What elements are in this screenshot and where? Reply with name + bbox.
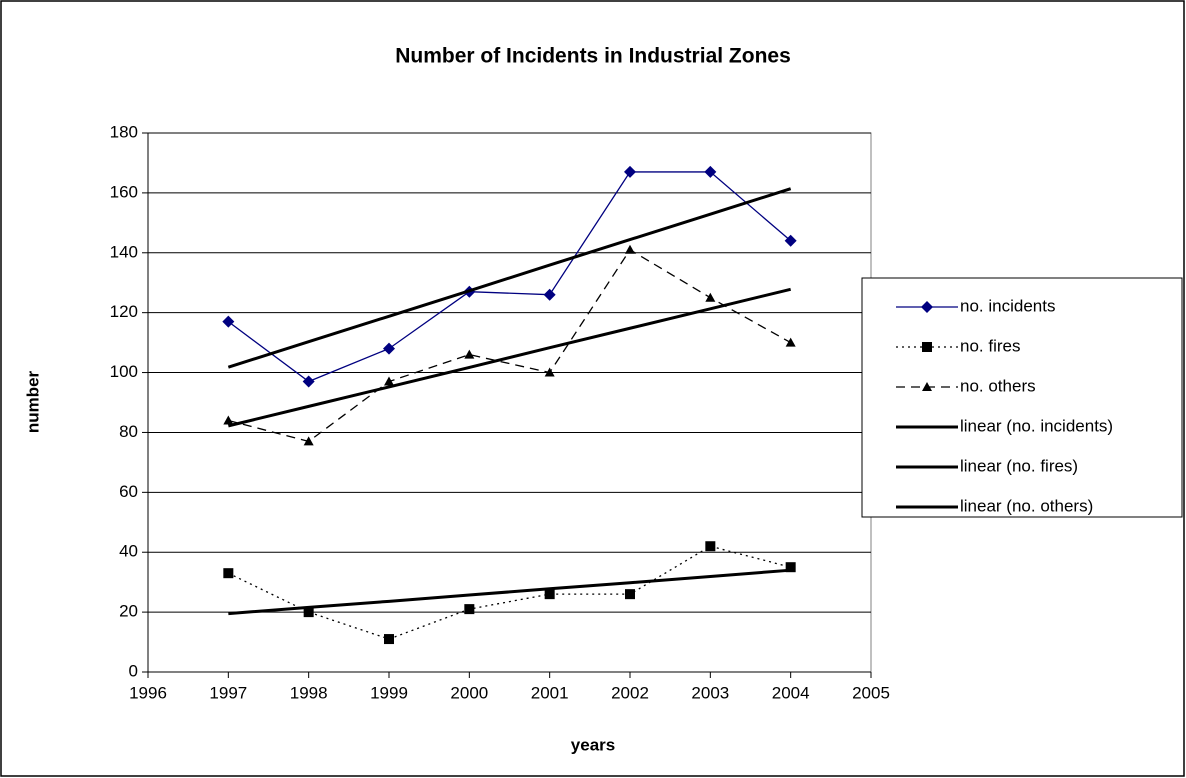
legend-box <box>861 277 1183 518</box>
data-point <box>383 342 395 355</box>
y-tick-label: 160 <box>110 182 138 201</box>
x-tick-label: 2003 <box>691 683 729 702</box>
series-line <box>228 568 791 616</box>
x-tick-label: 1996 <box>129 683 167 702</box>
y-tick-label: 120 <box>110 302 138 321</box>
data-point <box>624 165 636 178</box>
legend-marker <box>922 342 932 352</box>
y-axis-label: number <box>23 370 42 433</box>
data-point <box>705 541 716 552</box>
data-point <box>303 607 314 618</box>
series-line <box>228 545 791 640</box>
data-point <box>625 244 635 254</box>
data-point <box>302 375 315 388</box>
y-tick-label: 180 <box>110 122 138 141</box>
y-tick-label: 60 <box>119 482 138 501</box>
chart-title: Number of Incidents in Industrial Zones <box>395 45 791 68</box>
series-line <box>227 171 792 383</box>
x-tick-label: 2004 <box>772 683 810 702</box>
data-point <box>543 288 556 301</box>
data-point <box>384 376 394 386</box>
data-point <box>625 589 635 600</box>
series-line <box>227 287 792 428</box>
y-tick-label: 20 <box>119 602 138 621</box>
data-point <box>384 634 394 645</box>
data-point <box>785 337 796 347</box>
data-point <box>223 415 234 425</box>
data-point <box>222 315 235 328</box>
data-point <box>544 367 555 377</box>
legend-label: linear (no. fires) <box>960 456 1078 475</box>
x-tick-label: 2001 <box>531 683 569 702</box>
x-axis-label: years <box>571 735 615 754</box>
data-point <box>705 292 716 302</box>
y-tick-label: 80 <box>119 422 138 441</box>
data-point <box>544 589 555 600</box>
y-tick-label: 100 <box>110 362 138 381</box>
data-point <box>223 568 234 579</box>
series-line <box>227 187 792 369</box>
x-tick-label: 2005 <box>852 683 890 702</box>
data-point <box>464 349 475 359</box>
x-tick-label: 1998 <box>290 683 328 702</box>
data-point <box>464 604 475 615</box>
legend-label: no. others <box>960 376 1036 395</box>
y-tick-label: 40 <box>119 542 138 561</box>
series-line <box>228 248 791 443</box>
legend-marker <box>922 382 932 391</box>
legend-label: linear (no. incidents) <box>960 416 1113 435</box>
x-tick-label: 2002 <box>611 683 649 702</box>
data-point <box>303 436 314 446</box>
legend-label: linear (no. others) <box>960 496 1093 515</box>
x-tick-label: 2000 <box>450 683 488 702</box>
x-tick-label: 1999 <box>370 683 408 702</box>
data-point <box>784 234 797 247</box>
plot-area <box>147 132 872 673</box>
y-tick-label: 140 <box>110 242 138 261</box>
y-tick-label: 0 <box>129 661 138 680</box>
legend-marker <box>921 301 933 313</box>
data-point <box>785 562 796 573</box>
x-tick-label: 1997 <box>209 683 247 702</box>
data-point <box>704 165 717 178</box>
legend-label: no. fires <box>960 336 1020 355</box>
legend-label: no. incidents <box>960 296 1055 315</box>
